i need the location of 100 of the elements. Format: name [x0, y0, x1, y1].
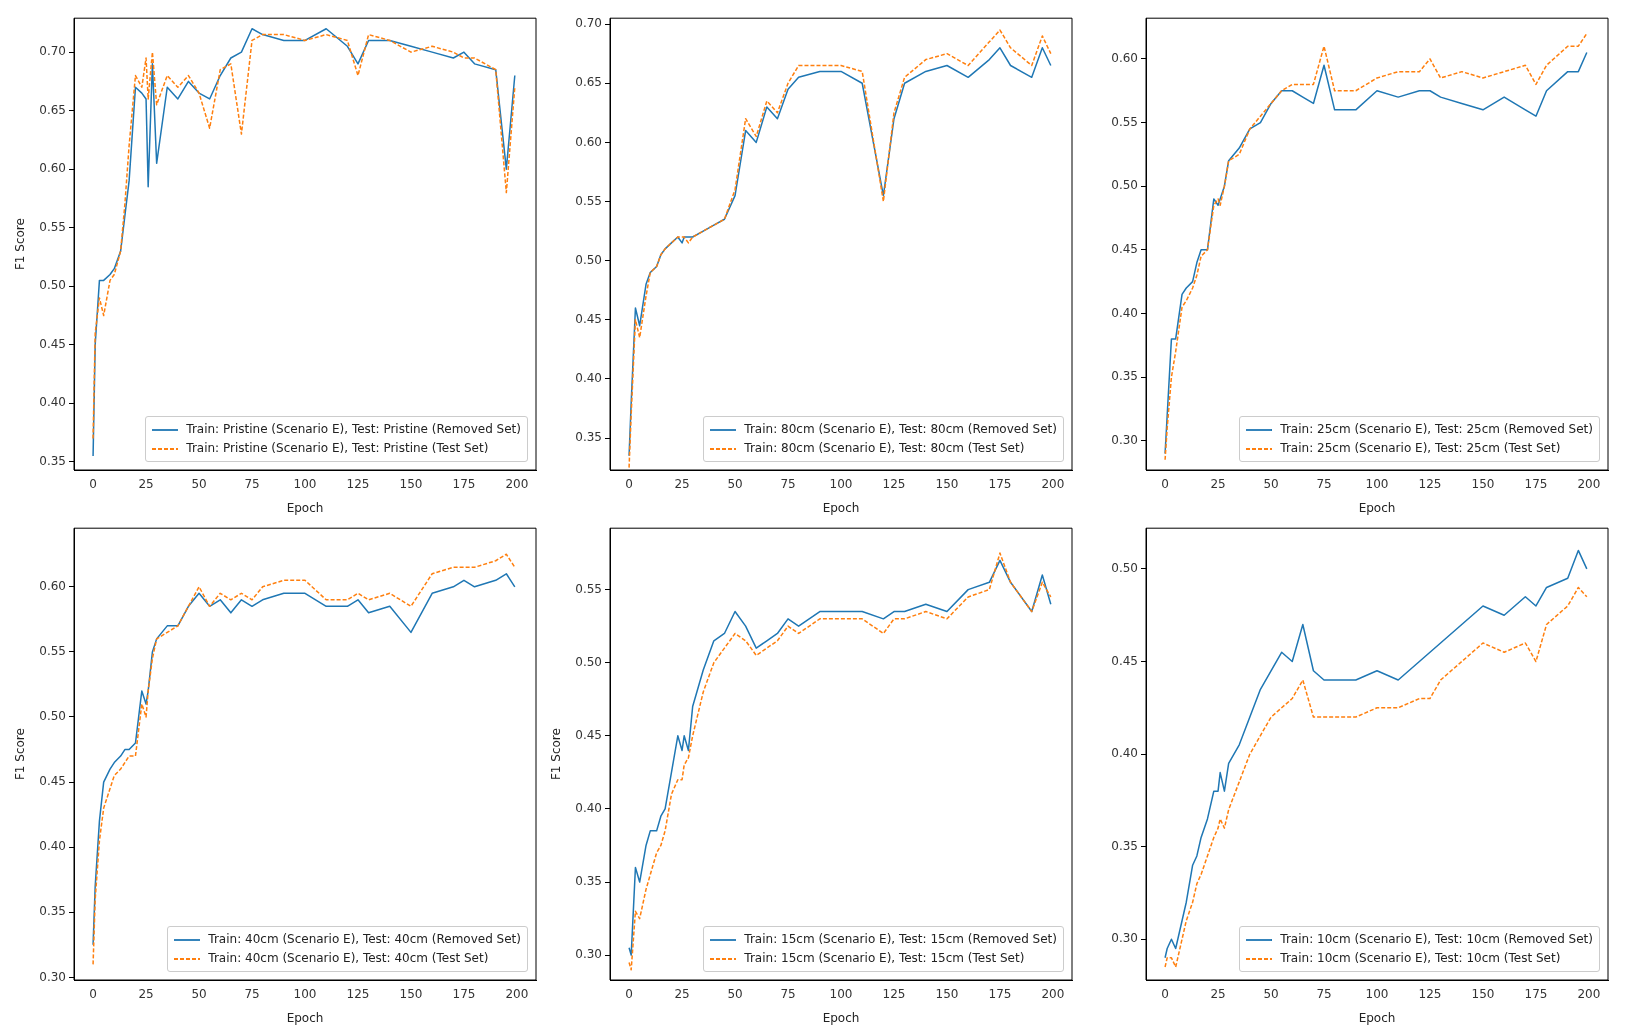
- y-tick-label: 0.45: [1111, 653, 1138, 668]
- x-tick-label: 25: [138, 987, 154, 1002]
- x-tick-label: 175: [1524, 987, 1548, 1002]
- x-tick-label: 50: [1263, 477, 1279, 492]
- x-tick-label: 175: [1524, 477, 1548, 492]
- x-tick-label: 50: [727, 987, 743, 1002]
- x-tick-label: 150: [1471, 477, 1495, 492]
- x-tick-label: 75: [244, 477, 260, 492]
- x-tick-label: 200: [1577, 987, 1601, 1002]
- legend-label: Train: 15cm (Scenario E), Test: 15cm (Test Set): [744, 950, 1025, 967]
- x-tick-label: 125: [346, 477, 370, 492]
- y-tick-label: 0.60: [39, 578, 66, 593]
- x-tick-label: 75: [244, 987, 260, 1002]
- x-tick-label: 75: [780, 477, 796, 492]
- y-tick-label: 0.50: [39, 278, 66, 293]
- x-tick-label: 25: [138, 477, 154, 492]
- y-tick-label: 0.60: [39, 161, 66, 176]
- x-tick-label: 125: [1418, 987, 1442, 1002]
- legend-label: Train: 80cm (Scenario E), Test: 80cm (Test Set): [744, 440, 1025, 457]
- y-tick-label: 0.50: [575, 654, 602, 669]
- y-tick-label: 0.30: [1111, 931, 1138, 946]
- y-tick-label: 0.65: [575, 75, 602, 90]
- x-tick-label: 175: [452, 987, 476, 1002]
- y-tick-label: 0.35: [39, 904, 66, 919]
- x-tick-label: 0: [1161, 987, 1169, 1002]
- y-tick-label: 0.30: [575, 947, 602, 962]
- x-tick-label: 25: [1210, 987, 1226, 1002]
- x-tick-label: 100: [293, 987, 317, 1002]
- y-tick-label: 0.40: [575, 371, 602, 386]
- x-axis-title: Epoch: [1358, 500, 1396, 515]
- y-tick-label: 0.35: [1111, 838, 1138, 853]
- y-tick-label: 0.35: [39, 453, 66, 468]
- x-tick-label: 0: [89, 477, 97, 492]
- legend-label: Train: Pristine (Scenario E), Test: Pristine (Removed Set): [186, 421, 521, 438]
- y-tick-label: 0.55: [575, 193, 602, 208]
- x-tick-label: 75: [1316, 987, 1332, 1002]
- x-tick-label: 175: [988, 477, 1012, 492]
- y-tick-label: 0.45: [39, 336, 66, 351]
- y-tick-label: 0.35: [575, 874, 602, 889]
- y-tick-label: 0.50: [575, 252, 602, 267]
- y-tick-label: 0.40: [1111, 305, 1138, 320]
- x-tick-label: 175: [452, 477, 476, 492]
- y-tick-label: 0.45: [575, 311, 602, 326]
- legend-label: Train: 10cm (Scenario E), Test: 10cm (Removed Set): [1280, 931, 1593, 948]
- y-tick-label: 0.45: [1111, 241, 1138, 256]
- legend-label: Train: 10cm (Scenario E), Test: 10cm (Test Set): [1280, 950, 1561, 967]
- x-tick-label: 100: [1365, 987, 1389, 1002]
- x-tick-label: 25: [674, 477, 690, 492]
- y-tick-label: 0.55: [39, 644, 66, 659]
- x-tick-label: 75: [780, 987, 796, 1002]
- x-tick-label: 100: [829, 477, 853, 492]
- x-tick-label: 200: [1041, 477, 1065, 492]
- y-tick-label: 0.50: [1111, 561, 1138, 576]
- legend-label: Train: 25cm (Scenario E), Test: 25cm (Test Set): [1280, 440, 1561, 457]
- x-tick-label: 25: [1210, 477, 1226, 492]
- x-axis-title: Epoch: [822, 1010, 860, 1025]
- y-tick-label: 0.30: [1111, 432, 1138, 447]
- y-tick-label: 0.50: [1111, 178, 1138, 193]
- x-axis-title: Epoch: [286, 500, 324, 515]
- x-tick-label: 50: [1263, 987, 1279, 1002]
- y-tick-label: 0.30: [39, 969, 66, 984]
- y-axis-title: F1 Score: [549, 728, 564, 781]
- y-tick-label: 0.55: [1111, 114, 1138, 129]
- x-tick-label: 125: [1418, 477, 1442, 492]
- y-tick-label: 0.50: [39, 709, 66, 724]
- x-tick-label: 125: [346, 987, 370, 1002]
- x-tick-label: 50: [191, 477, 207, 492]
- x-tick-label: 125: [882, 987, 906, 1002]
- x-tick-label: 200: [505, 477, 529, 492]
- x-tick-label: 100: [293, 477, 317, 492]
- y-tick-label: 0.35: [1111, 369, 1138, 384]
- y-tick-label: 0.70: [39, 44, 66, 59]
- y-tick-label: 0.65: [39, 102, 66, 117]
- x-tick-label: 200: [505, 987, 529, 1002]
- y-tick-label: 0.60: [575, 134, 602, 149]
- x-tick-label: 0: [89, 987, 97, 1002]
- x-tick-label: 0: [625, 987, 633, 1002]
- x-axis-title: Epoch: [822, 500, 860, 515]
- x-axis-title: Epoch: [1358, 1010, 1396, 1025]
- x-tick-label: 150: [935, 987, 959, 1002]
- y-tick-label: 0.40: [1111, 746, 1138, 761]
- legend-label: Train: 15cm (Scenario E), Test: 15cm (Removed Set): [744, 931, 1057, 948]
- x-tick-label: 200: [1577, 477, 1601, 492]
- y-tick-label: 0.35: [575, 430, 602, 445]
- y-tick-label: 0.60: [1111, 51, 1138, 66]
- y-tick-label: 0.55: [39, 219, 66, 234]
- x-tick-label: 50: [191, 987, 207, 1002]
- x-axis-title: Epoch: [286, 1010, 324, 1025]
- x-tick-label: 100: [1365, 477, 1389, 492]
- y-axis-title: F1 Score: [13, 728, 28, 781]
- y-tick-label: 0.40: [39, 395, 66, 410]
- legend-label: Train: Pristine (Scenario E), Test: Pristine (Test Set): [186, 440, 489, 457]
- x-tick-label: 150: [935, 477, 959, 492]
- legend-label: Train: 25cm (Scenario E), Test: 25cm (Removed Set): [1280, 421, 1593, 438]
- y-axis-title: F1 Score: [13, 218, 28, 271]
- legend-label: Train: 80cm (Scenario E), Test: 80cm (Removed Set): [744, 421, 1057, 438]
- x-tick-label: 0: [625, 477, 633, 492]
- x-tick-label: 0: [1161, 477, 1169, 492]
- y-tick-label: 0.40: [39, 839, 66, 854]
- y-tick-label: 0.70: [575, 16, 602, 31]
